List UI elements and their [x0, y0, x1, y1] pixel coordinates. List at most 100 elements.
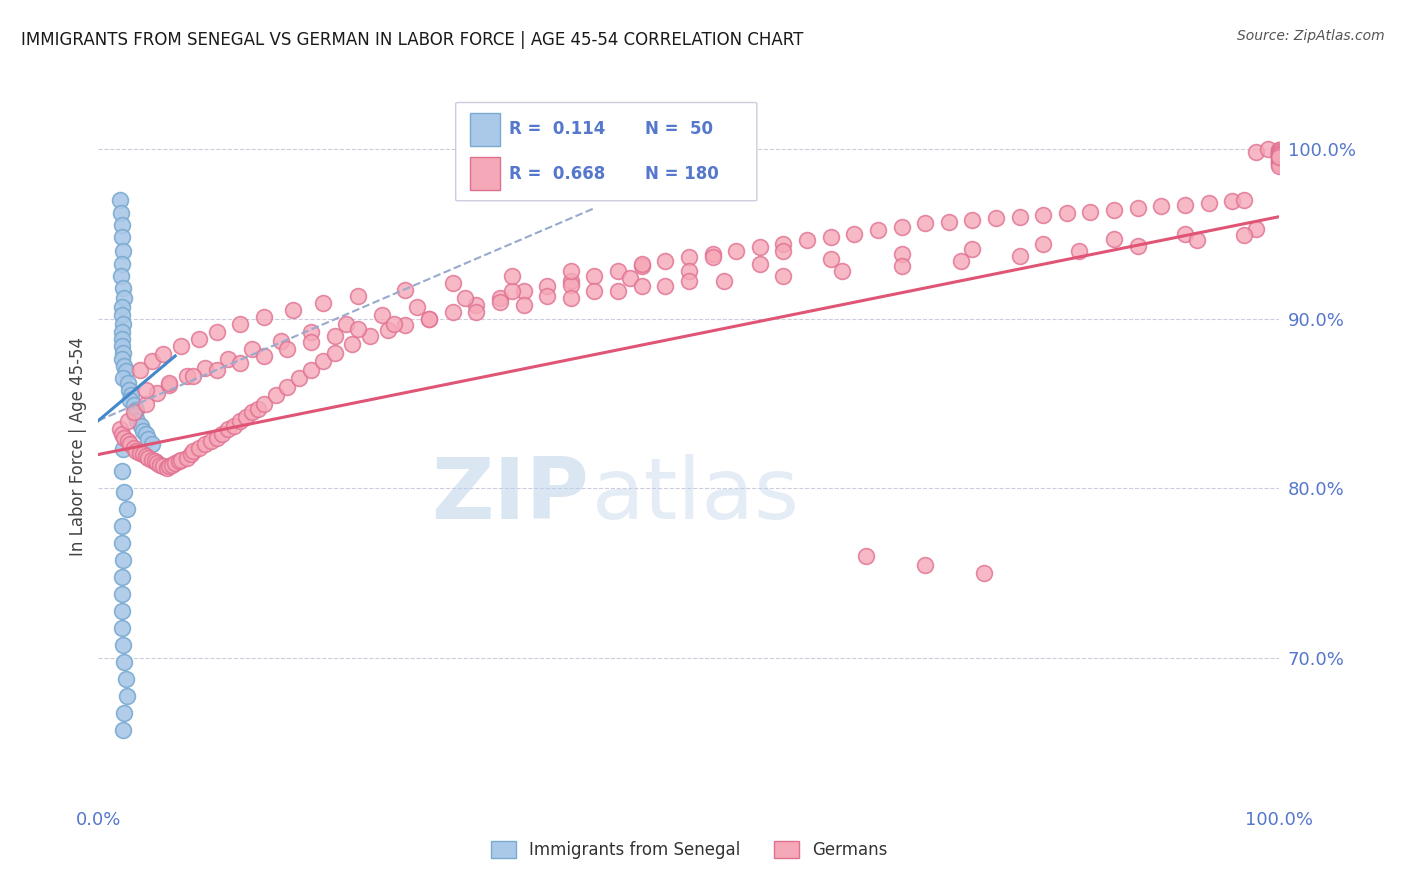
Point: [844, 227, 866, 241]
Point: [619, 270, 641, 285]
Point: [111, 536, 134, 550]
Point: [124, 409, 146, 423]
Point: [560, 291, 582, 305]
Point: [1268, 146, 1291, 161]
Point: [240, 405, 263, 419]
Point: [270, 334, 292, 348]
Point: [157, 459, 180, 474]
Point: [112, 317, 135, 331]
Point: [115, 689, 138, 703]
Point: [122, 398, 145, 412]
Point: [170, 339, 193, 353]
Point: [1244, 221, 1267, 235]
Point: [135, 449, 157, 463]
Point: [1257, 142, 1279, 156]
Point: [748, 257, 770, 271]
Point: [1056, 206, 1078, 220]
Point: [117, 434, 139, 448]
Point: [111, 604, 134, 618]
Point: [418, 311, 440, 326]
Point: [253, 310, 276, 324]
Point: [112, 655, 135, 669]
Point: [253, 349, 276, 363]
Point: [796, 234, 818, 248]
Point: [112, 553, 135, 567]
Point: [111, 352, 134, 367]
Point: [890, 259, 912, 273]
Point: [962, 213, 984, 227]
Point: [141, 354, 163, 368]
Point: [194, 437, 217, 451]
Point: [217, 352, 239, 367]
Point: [229, 413, 252, 427]
Point: [112, 244, 135, 258]
Point: [1067, 244, 1090, 258]
Text: Source: ZipAtlas.com: Source: ZipAtlas.com: [1237, 29, 1385, 43]
Point: [630, 279, 652, 293]
Point: [1268, 148, 1291, 162]
Point: [512, 285, 534, 299]
Point: [347, 289, 370, 303]
Point: [382, 317, 405, 331]
Point: [114, 672, 136, 686]
Point: [111, 519, 134, 533]
Point: [117, 413, 139, 427]
Point: [1220, 194, 1243, 209]
Point: [702, 247, 724, 261]
Point: [108, 422, 131, 436]
Point: [855, 549, 877, 564]
Point: [299, 362, 322, 376]
Point: [235, 410, 257, 425]
Point: [1080, 204, 1102, 219]
Text: atlas: atlas: [592, 454, 800, 538]
Point: [312, 354, 335, 368]
Point: [536, 289, 558, 303]
Point: [229, 356, 252, 370]
Point: [1268, 144, 1291, 158]
Point: [136, 432, 159, 446]
Point: [406, 300, 429, 314]
Point: [160, 458, 183, 472]
Point: [136, 450, 159, 465]
Point: [1102, 202, 1125, 217]
Point: [112, 430, 135, 444]
Point: [1268, 144, 1291, 158]
Point: [359, 328, 381, 343]
Point: [111, 257, 134, 271]
Point: [205, 362, 228, 376]
Point: [949, 253, 972, 268]
Point: [205, 430, 228, 444]
Point: [654, 253, 676, 268]
Point: [820, 230, 842, 244]
Point: [831, 264, 853, 278]
Point: [1268, 146, 1291, 161]
Point: [1233, 193, 1256, 207]
Text: IMMIGRANTS FROM SENEGAL VS GERMAN IN LABOR FORCE | AGE 45-54 CORRELATION CHART: IMMIGRANTS FROM SENEGAL VS GERMAN IN LAB…: [21, 31, 803, 49]
Point: [1126, 238, 1149, 252]
Point: [973, 566, 995, 581]
Point: [323, 345, 346, 359]
Point: [820, 252, 842, 266]
Point: [111, 587, 134, 601]
Point: [111, 218, 134, 232]
Point: [112, 345, 135, 359]
Point: [135, 383, 157, 397]
Point: [117, 376, 139, 391]
Point: [536, 279, 558, 293]
Point: [890, 247, 912, 261]
Point: [156, 461, 179, 475]
Point: [1008, 249, 1031, 263]
Point: [143, 454, 166, 468]
Point: [125, 444, 148, 458]
Point: [108, 193, 131, 207]
Point: [725, 244, 748, 258]
Point: [772, 236, 794, 251]
Point: [264, 388, 287, 402]
Point: [115, 501, 138, 516]
Point: [114, 364, 136, 378]
Point: [583, 269, 606, 284]
Point: [1126, 201, 1149, 215]
Point: [132, 424, 155, 438]
Point: [165, 456, 187, 470]
Point: [276, 379, 298, 393]
